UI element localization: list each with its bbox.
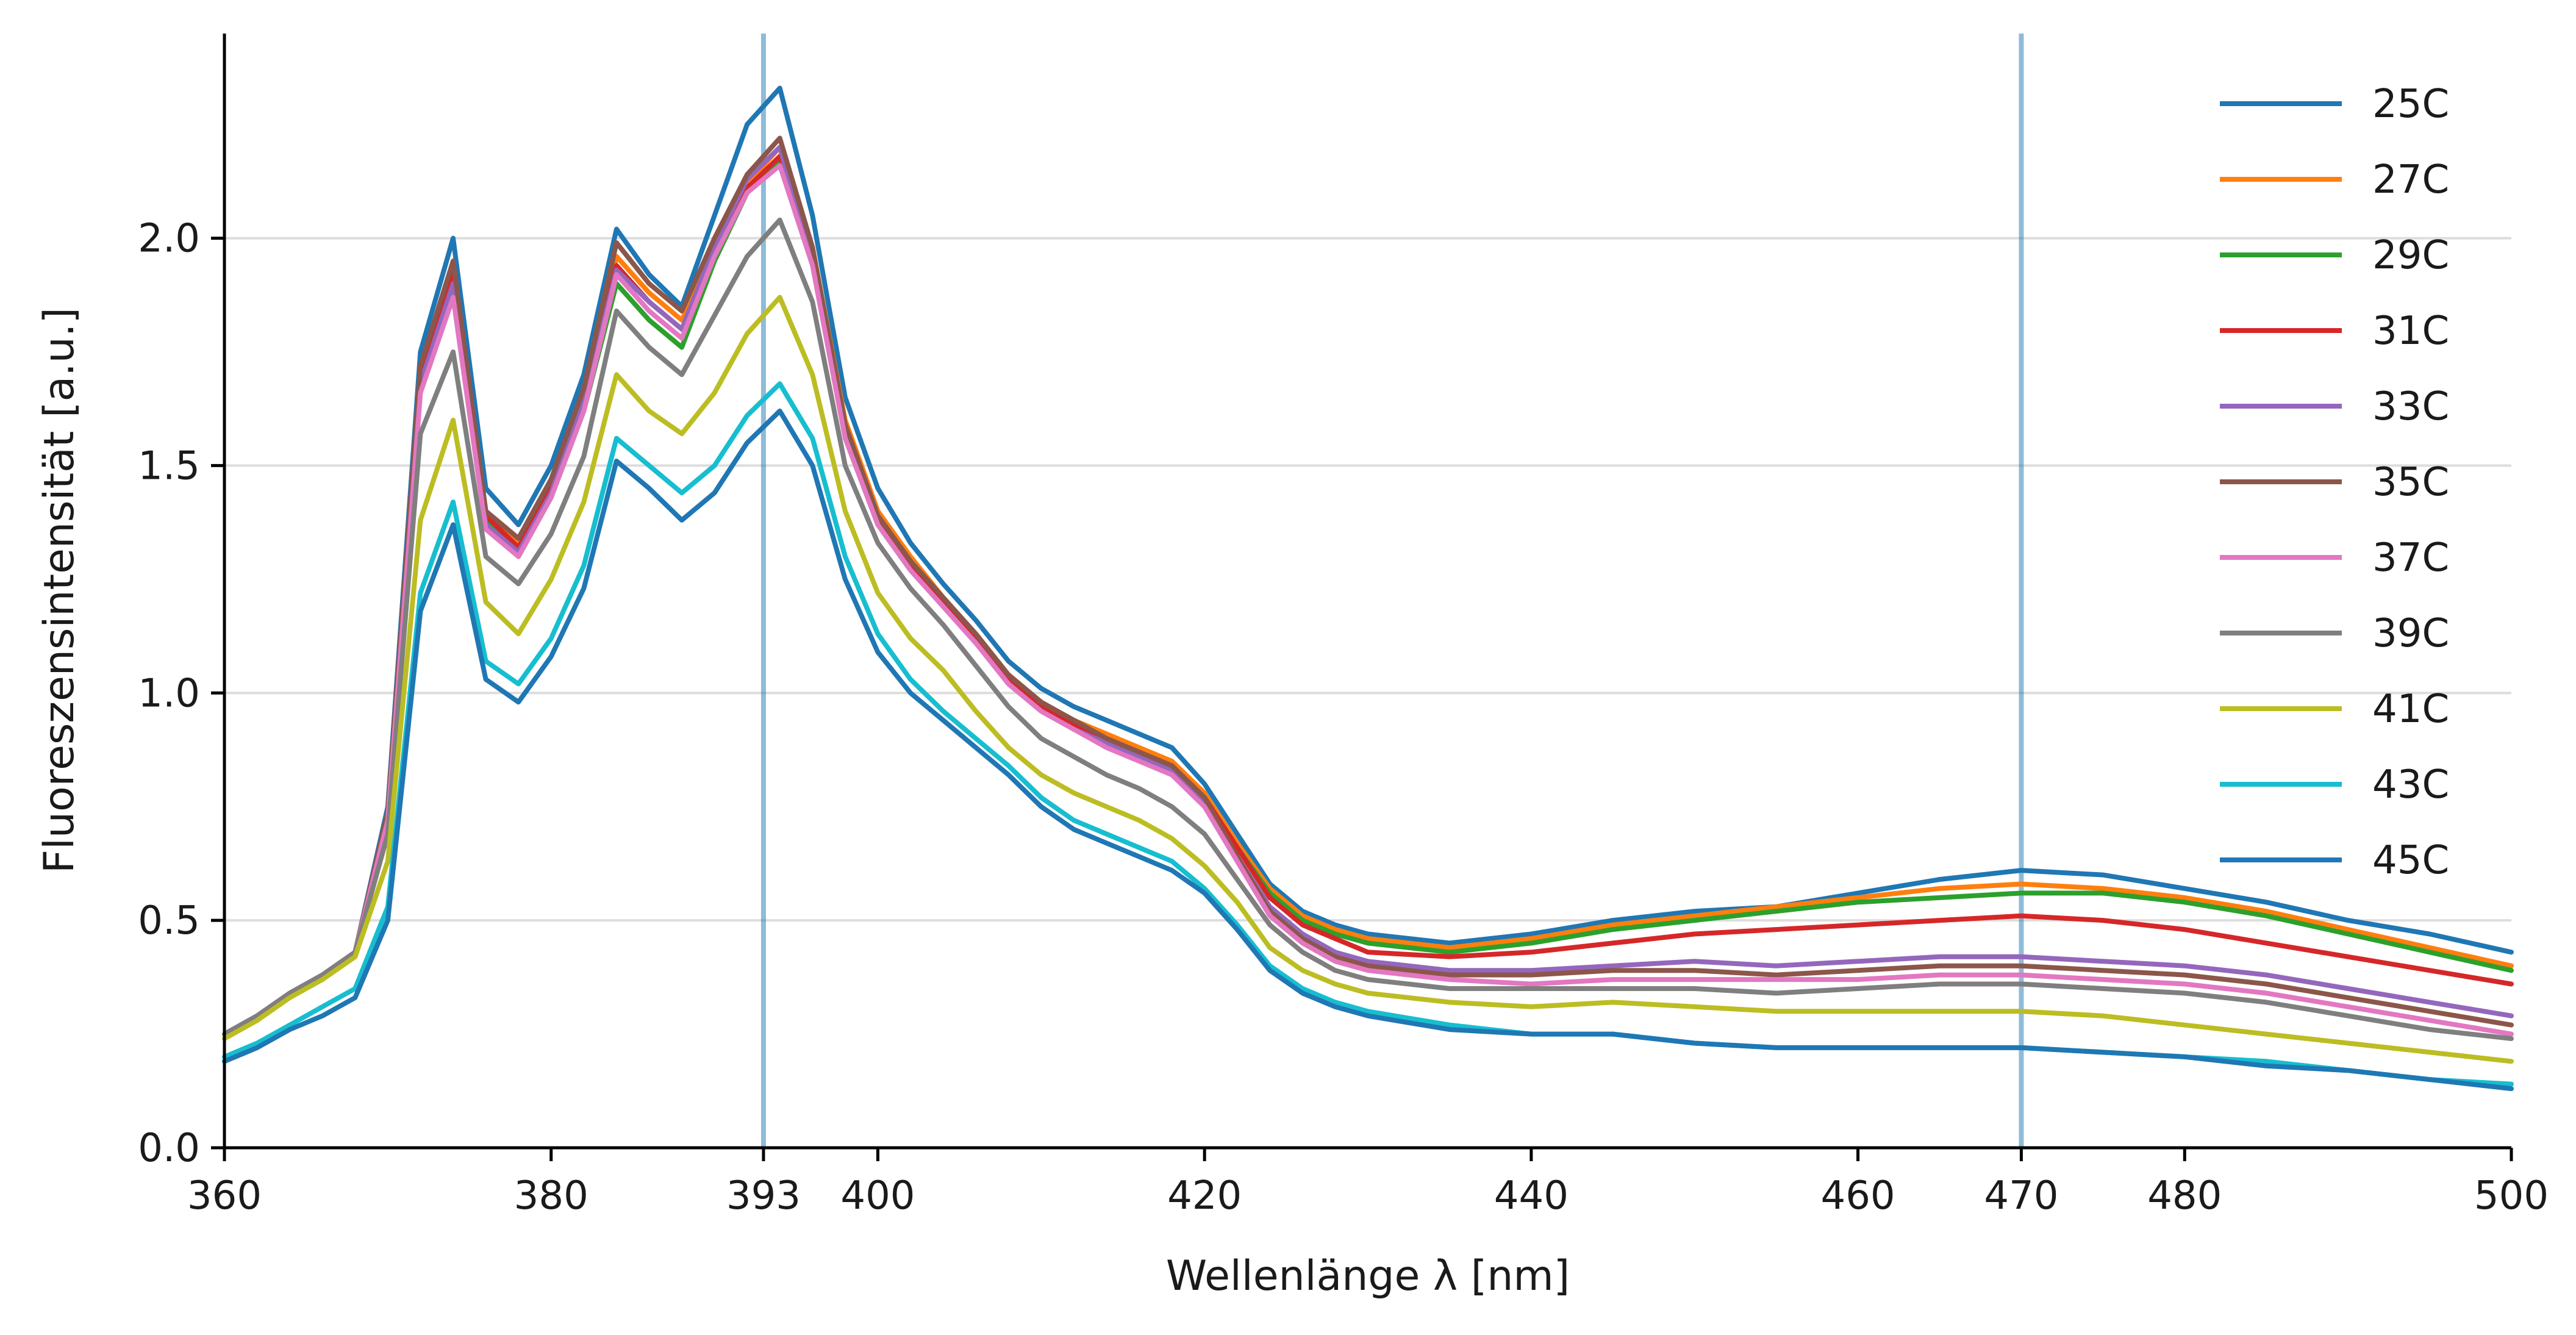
x-tick-label-5: 440 [1494,1173,1569,1219]
series-line-39C [222,217,2514,1041]
legend-label-33C: 33C [2372,384,2449,429]
legend: 25C 27C 29C 31C 33C 35C 37C 39C 41C 43C 45C [2220,82,2449,883]
x-tick-label-7: 470 [1984,1173,2058,1219]
y-tick-label-3: 1.5 [138,443,200,489]
y-axis-label: Fluoreszensintensität [a.u.] [35,307,84,873]
x-tick-label-9: 500 [2474,1173,2549,1219]
legend-label-27C: 27C [2372,157,2449,202]
legend-label-25C: 25C [2372,82,2449,127]
series-line-45C [222,408,2514,1092]
x-tick-label-0: 360 [187,1173,262,1219]
x-axis-label: Wellenlänge λ [nm] [1166,1252,1570,1300]
legend-label-35C: 35C [2372,460,2449,505]
series-line-35C [222,135,2514,1037]
gridlines [224,237,2511,922]
x-tick-label-3: 400 [840,1173,915,1219]
x-tick-label-8: 480 [2147,1173,2222,1219]
y-tick-label-0: 0.0 [138,1126,200,1171]
series-line-31C [222,154,2514,1037]
vertical-markers [760,34,2024,1148]
y-ticks: 0.0 0.5 1.0 1.5 2.0 [138,217,224,1171]
series-line-37C [222,163,2514,1037]
legend-label-29C: 29C [2372,233,2449,278]
legend-label-39C: 39C [2372,611,2449,656]
series-line-25C [222,85,2514,1037]
x-ticks: 360 380 393 400 420 440 460 470 480 500 [187,1148,2549,1219]
legend-label-43C: 43C [2372,762,2449,807]
legend-label-41C: 41C [2372,687,2449,732]
legend-label-45C: 45C [2372,838,2449,883]
series-line-41C [222,295,2514,1064]
y-tick-label-1: 0.5 [138,898,200,943]
x-tick-label-4: 420 [1167,1173,1242,1219]
x-tick-label-2: 393 [726,1173,801,1219]
x-tick-label-6: 460 [1820,1173,1895,1219]
x-tick-label-1: 380 [514,1173,589,1219]
y-tick-label-4: 2.0 [138,217,200,262]
legend-label-37C: 37C [2372,535,2449,581]
series-lines [222,85,2514,1092]
legend-label-31C: 31C [2372,309,2449,354]
y-tick-label-2: 1.0 [138,671,200,716]
